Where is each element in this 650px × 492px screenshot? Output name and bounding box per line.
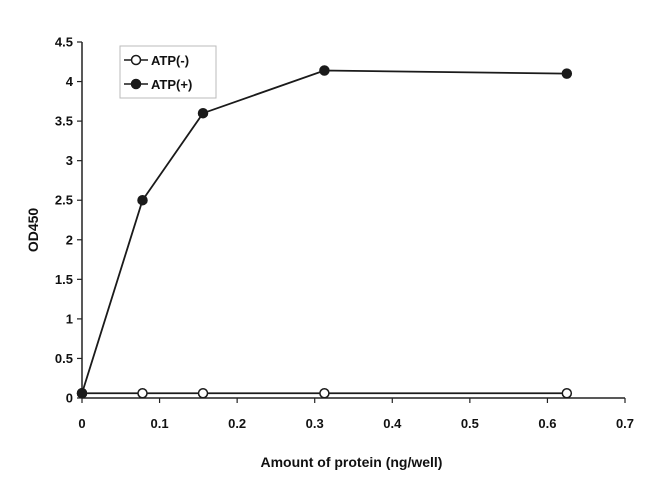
open-data-point bbox=[197, 388, 209, 399]
series-line bbox=[81, 69, 567, 394]
filled-data-point bbox=[197, 107, 209, 119]
y-tick-label: 1 bbox=[66, 311, 73, 326]
y-tick-label: 2 bbox=[66, 232, 73, 247]
y-tick-label: 1.5 bbox=[55, 272, 73, 287]
x-tick-label: 0.1 bbox=[151, 416, 169, 431]
legend-filled-marker bbox=[130, 78, 142, 90]
y-tick-label: 2.5 bbox=[55, 193, 73, 208]
series-atp-plus bbox=[76, 65, 573, 399]
series-atp-minus bbox=[76, 388, 573, 399]
legend-label: ATP(-) bbox=[151, 53, 189, 68]
x-tick-label: 0 bbox=[78, 416, 85, 431]
tick-labels: 0 0.5 1 1.5 2 2.5 3 3.5 4 4.5 0 0.1 0.2 0.3 0.4 0.5 0.6 0… bbox=[55, 35, 634, 432]
axes bbox=[77, 41, 626, 403]
open-data-point bbox=[561, 388, 573, 399]
x-tick-label: 0.7 bbox=[616, 416, 634, 431]
x-tick-label: 0.4 bbox=[383, 416, 402, 431]
x-axis-title: Amount of protein (ng/well) bbox=[261, 454, 443, 470]
x-tick-label: 0.2 bbox=[228, 416, 246, 431]
y-tick-label: 0.5 bbox=[55, 351, 73, 366]
legend-box bbox=[119, 45, 217, 99]
y-axis-title: OD450 bbox=[25, 208, 41, 253]
filled-data-point bbox=[319, 65, 330, 76]
legend-label: ATP(+) bbox=[151, 77, 192, 92]
filled-data-point bbox=[561, 68, 573, 79]
x-tick-label: 0.3 bbox=[306, 416, 324, 431]
y-tick-label: 4 bbox=[66, 74, 74, 89]
y-tick-label: 3.5 bbox=[55, 114, 73, 129]
y-tick-label: 4.5 bbox=[55, 35, 73, 50]
legend-item: ATP(-) bbox=[124, 53, 189, 68]
legend-open-marker bbox=[130, 54, 142, 66]
x-tick-label: 0.6 bbox=[538, 416, 556, 431]
filled-data-point bbox=[137, 194, 148, 206]
open-data-point bbox=[137, 388, 148, 399]
legend: ATP(-) ATP(+) bbox=[119, 45, 217, 99]
legend-item: ATP(+) bbox=[124, 77, 192, 92]
x-tick-label: 0.5 bbox=[461, 416, 479, 431]
open-data-point bbox=[319, 388, 330, 399]
data-series bbox=[76, 65, 573, 399]
filled-data-point bbox=[76, 388, 88, 399]
y-tick-label: 3 bbox=[66, 153, 73, 168]
y-tick-label: 0 bbox=[66, 391, 73, 406]
